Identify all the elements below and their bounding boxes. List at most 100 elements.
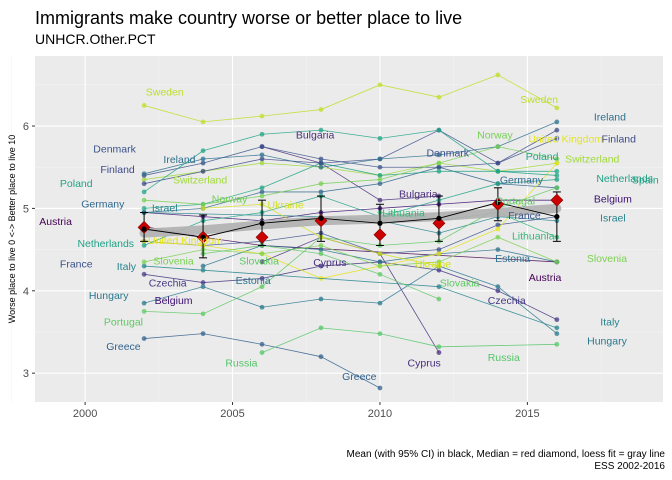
data-point-spain xyxy=(436,168,442,174)
data-point-hungary xyxy=(318,296,324,302)
series-slovenia xyxy=(141,234,560,269)
country-label: Lithuania xyxy=(512,231,555,243)
country-label: Belgium xyxy=(594,194,632,206)
country-label: Russia xyxy=(225,358,257,370)
series-line-spain xyxy=(144,162,557,209)
data-point-poland xyxy=(259,131,265,137)
data-point-czechia xyxy=(318,263,324,269)
data-point-sweden xyxy=(200,119,206,125)
country-label: Austria xyxy=(39,216,72,228)
country-label: Bulgaria xyxy=(296,129,335,141)
caption-line-2: ESS 2002-2016 xyxy=(594,461,665,472)
data-point-germany xyxy=(318,189,324,195)
data-point-russia xyxy=(377,331,383,337)
country-label: Greece xyxy=(106,341,141,353)
series-line-united-kingdom xyxy=(144,162,558,279)
series-poland xyxy=(141,127,560,195)
data-point-germany xyxy=(259,189,265,195)
data-point-slovenia xyxy=(318,243,324,248)
caption-line-1: Mean (with 95% CI) in black, Median = re… xyxy=(347,449,666,460)
data-point-denmark xyxy=(200,160,206,166)
data-point-czechia xyxy=(259,276,265,281)
country-label: France xyxy=(508,210,541,222)
series-line-poland xyxy=(143,129,557,193)
country-label: Russia xyxy=(488,352,520,364)
data-point-slovenia xyxy=(377,263,383,269)
x-tick-label: 2015 xyxy=(515,408,539,420)
data-point-poland xyxy=(200,148,206,154)
data-point-slovenia xyxy=(554,259,560,265)
data-point-spain xyxy=(141,206,147,211)
country-label: Netherlands xyxy=(596,173,653,185)
data-point-united-kingdom xyxy=(436,251,442,257)
series-netherlands xyxy=(141,177,560,248)
mean-point xyxy=(436,215,442,221)
country-label: Ireland xyxy=(163,154,195,166)
data-point-portugal xyxy=(259,284,265,290)
country-label: Estonia xyxy=(236,275,271,287)
data-point-hungary xyxy=(259,304,265,310)
data-point-italy xyxy=(436,284,442,290)
data-point-denmark xyxy=(259,144,265,150)
data-point-cyprus xyxy=(436,350,442,355)
data-point-norway xyxy=(495,144,501,150)
mean-point xyxy=(377,220,383,226)
country-label: Germany xyxy=(81,199,125,211)
data-point-poland xyxy=(436,127,442,133)
country-label: Slovenia xyxy=(153,255,193,267)
data-point-slovenia xyxy=(436,259,442,265)
data-point-finland xyxy=(495,160,501,166)
data-point-ireland xyxy=(377,156,383,162)
country-label: Poland xyxy=(60,178,93,190)
median-diamond xyxy=(255,230,269,244)
data-point-slovenia xyxy=(259,251,265,257)
data-point-czechia xyxy=(200,280,206,285)
country-label: Estonia xyxy=(495,253,530,265)
data-point-sweden xyxy=(436,94,442,100)
data-point-russia xyxy=(259,350,265,355)
data-point-norway xyxy=(200,201,206,207)
country-label: Poland xyxy=(526,151,559,163)
data-point-sweden xyxy=(259,113,265,119)
data-point-poland xyxy=(318,127,324,133)
country-label: Switzerland xyxy=(173,175,227,187)
data-point-ukraine xyxy=(436,263,442,269)
data-point-sweden xyxy=(318,107,324,112)
country-label: Slovenia xyxy=(587,253,627,265)
y-tick-label: 4 xyxy=(23,286,29,298)
data-point-finland xyxy=(141,181,147,187)
data-point-switzerland xyxy=(141,177,147,182)
data-point-denmark xyxy=(436,164,442,170)
data-point-ireland xyxy=(318,164,324,170)
data-point-finland xyxy=(554,127,560,133)
series-line-ireland xyxy=(143,121,558,175)
data-point-netherlands xyxy=(141,243,147,248)
data-point-czechia xyxy=(495,288,501,294)
data-point-france xyxy=(495,222,501,228)
loess-fit xyxy=(139,203,562,238)
country-label: Norway xyxy=(212,194,248,206)
data-point-ireland xyxy=(141,171,147,177)
x-tick-label: 2005 xyxy=(220,408,244,420)
country-label: Cyprus xyxy=(408,358,441,370)
data-point-poland xyxy=(554,173,560,178)
country-label: Ukraine xyxy=(268,199,304,211)
data-point-russia xyxy=(318,325,324,331)
data-point-greece xyxy=(259,341,265,347)
series-line-belgium xyxy=(144,199,557,222)
data-point-sweden xyxy=(377,82,383,88)
data-point-ireland xyxy=(554,119,560,125)
data-point-united-kingdom xyxy=(554,160,560,166)
country-label: Spain xyxy=(632,175,659,187)
median-diamond xyxy=(373,228,387,242)
data-point-russia xyxy=(436,344,442,350)
country-label: Germany xyxy=(500,175,544,187)
mean-point xyxy=(141,226,147,232)
country-label: France xyxy=(60,259,93,271)
y-tick-label: 3 xyxy=(23,368,29,380)
country-label: Czechia xyxy=(149,278,187,290)
data-point-finland xyxy=(318,160,324,166)
data-point-hungary xyxy=(377,300,383,306)
chart-title: Immigrants make country worse or better … xyxy=(35,8,462,28)
